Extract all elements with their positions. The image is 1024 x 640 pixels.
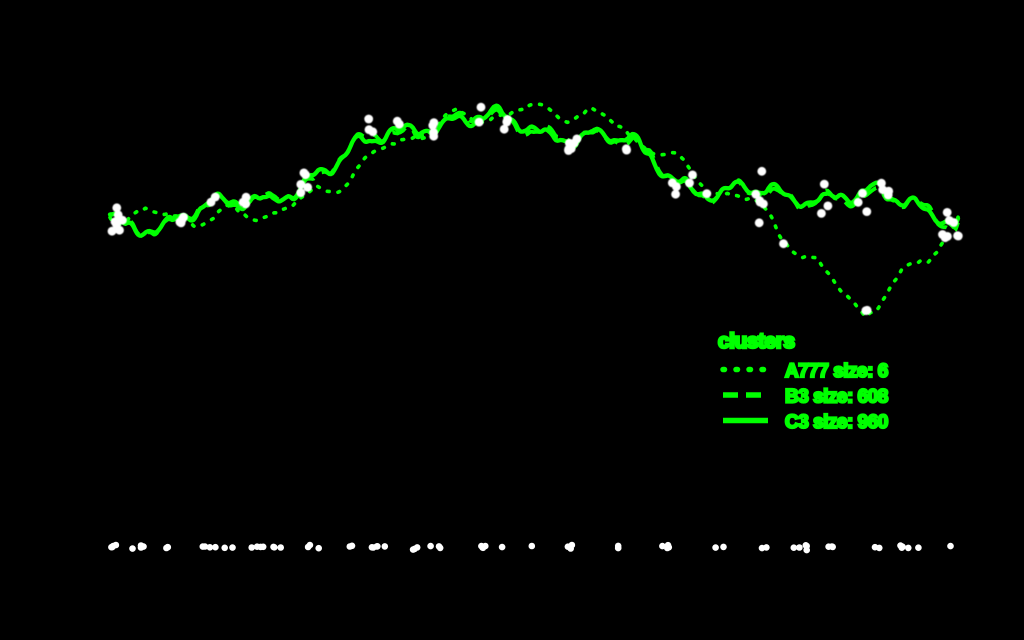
svg-text:B3 size: 608: B3 size: 608 (785, 387, 888, 408)
svg-text:A777 size: 6: A777 size: 6 (785, 361, 888, 382)
svg-text:C3 size: 960: C3 size: 960 (785, 412, 888, 433)
svg-text:clusters: clusters (718, 330, 795, 353)
